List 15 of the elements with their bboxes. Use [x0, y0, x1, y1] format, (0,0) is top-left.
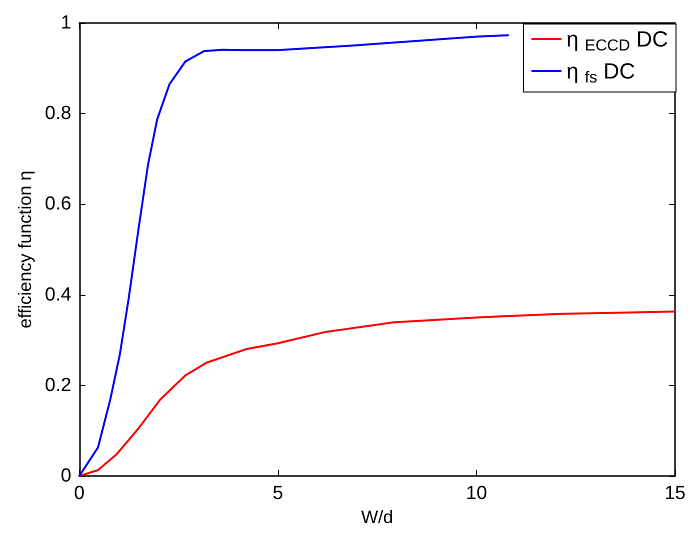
x-tick-label: 10 [466, 483, 488, 504]
line-series [78, 34, 510, 477]
y-tick-label: 0.4 [44, 284, 72, 306]
x-tick-label: 15 [664, 483, 686, 504]
legend-label: η ECCD DC [566, 26, 668, 54]
legend-label: η fs DC [566, 58, 636, 86]
y-tick-label: 0 [60, 466, 72, 486]
x-tick-label: 0 [74, 483, 85, 504]
x-axis-title: W/d [361, 506, 394, 527]
y-tick-label: 1 [60, 12, 72, 34]
y-axis-title: efficiency function η [15, 170, 35, 328]
y-tick-label: 0.6 [44, 194, 72, 215]
y-tick-label: 0.8 [44, 103, 72, 124]
x-tick-label: 5 [272, 483, 284, 504]
y-tick-label: 0.2 [44, 374, 72, 396]
